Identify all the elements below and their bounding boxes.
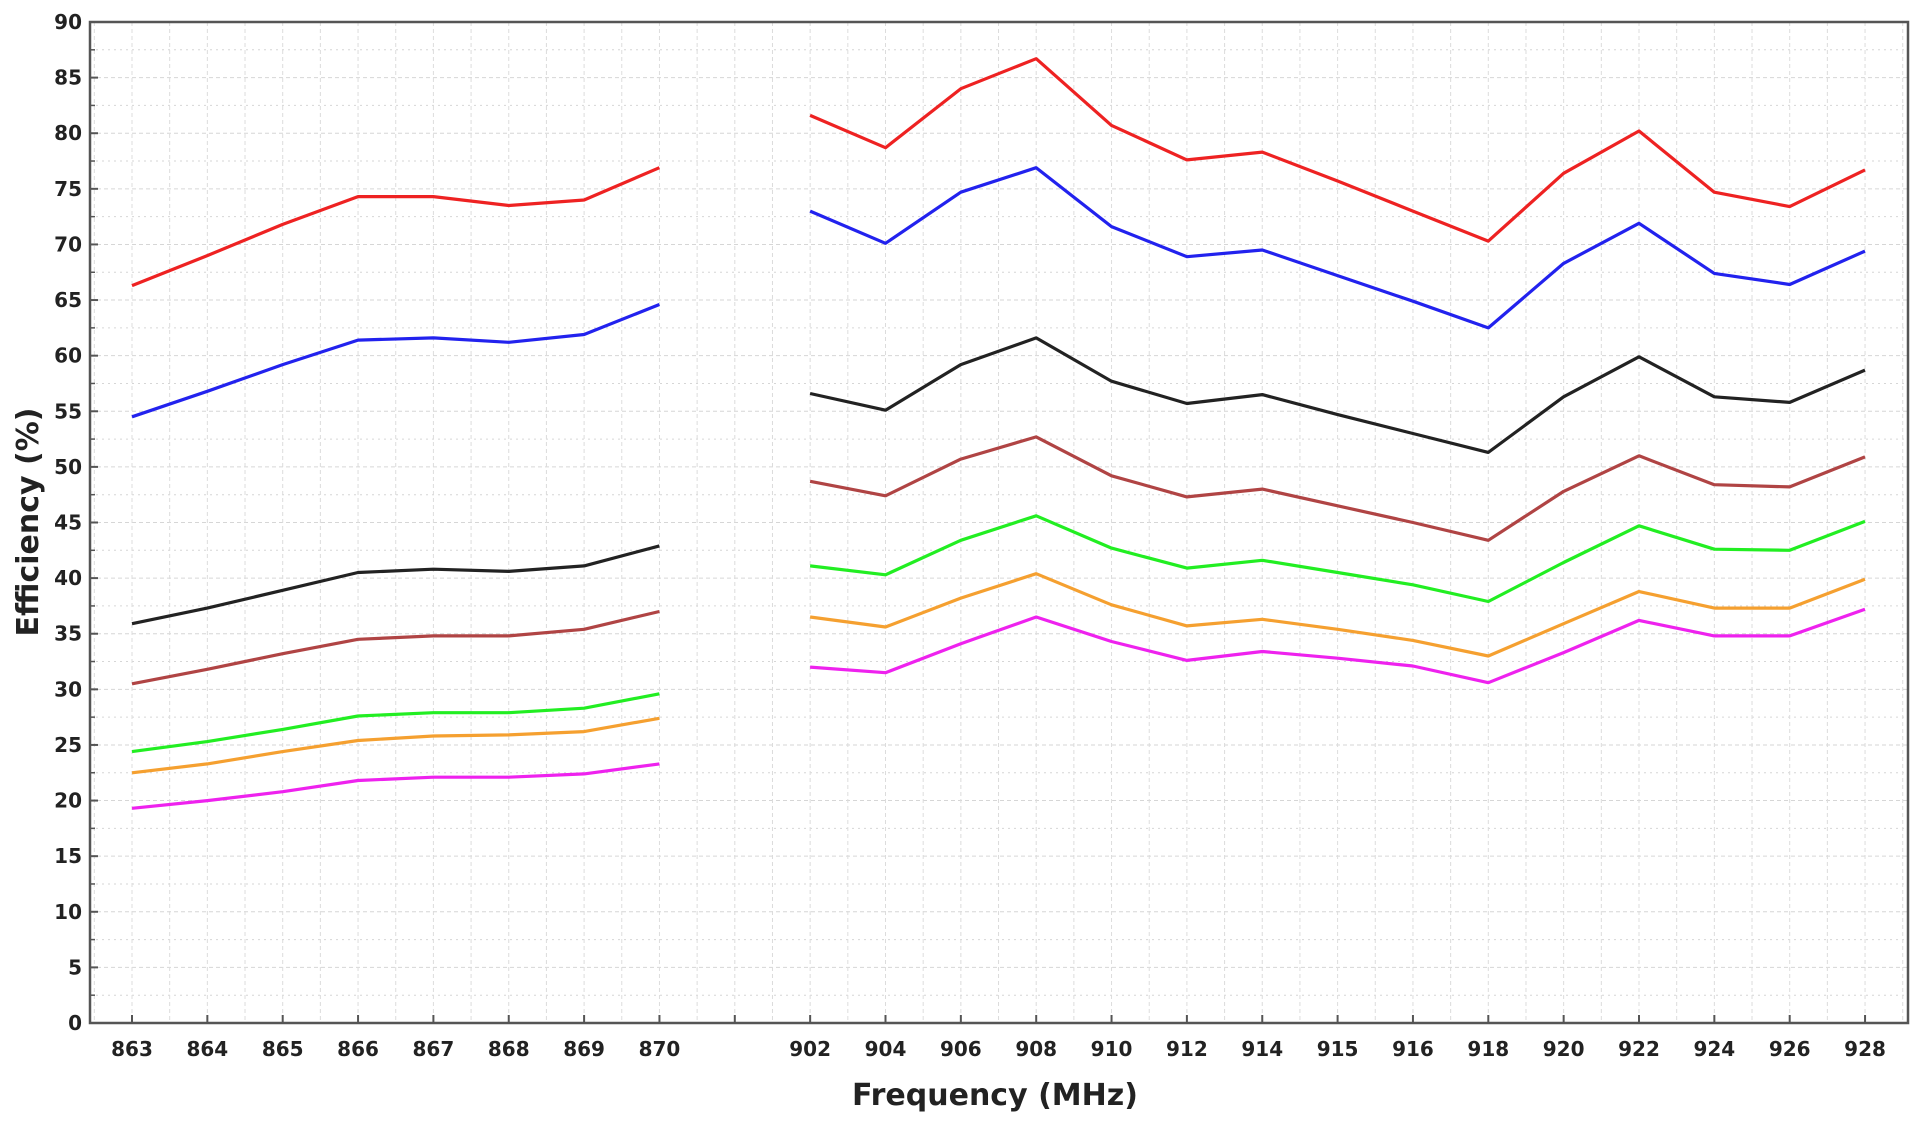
x-tick-label: 922 [1618, 1037, 1660, 1061]
series-line-5-segment-2 [809, 514, 1866, 604]
x-tick-label: 864 [186, 1037, 228, 1061]
x-tick-label: 865 [262, 1037, 304, 1061]
series-line-1-segment-2 [809, 57, 1866, 243]
x-tick-label: 916 [1392, 1037, 1434, 1061]
y-tick-label: 90 [54, 10, 82, 34]
x-tick-label: 906 [940, 1037, 982, 1061]
axis-layer [88, 20, 1910, 1025]
x-tick-label: 867 [413, 1037, 455, 1061]
x-tick-label: 915 [1317, 1037, 1359, 1061]
y-tick-label: 0 [68, 1011, 82, 1035]
series-line-4-segment-2 [809, 435, 1866, 542]
series-line-3-segment-1 [131, 544, 660, 626]
y-tick-label: 10 [54, 900, 82, 924]
series-line-6-segment-1 [131, 716, 660, 775]
x-tick-label: 908 [1015, 1037, 1057, 1061]
series-line-4-segment-1 [131, 609, 660, 686]
y-tick-label: 20 [54, 789, 82, 813]
y-tick-label: 35 [54, 622, 82, 646]
series-line-7-segment-1 [131, 762, 660, 810]
y-tick-label: 15 [54, 844, 82, 868]
series-layer [131, 57, 1866, 810]
x-tick-label: 914 [1241, 1037, 1283, 1061]
y-axis-title: Efficiency (%) [11, 408, 46, 637]
x-tick-label: 870 [639, 1037, 681, 1061]
grid-layer [90, 21, 1908, 1024]
y-tick-label: 40 [54, 566, 82, 590]
x-tick-label: 926 [1769, 1037, 1811, 1061]
x-tick-label: 912 [1166, 1037, 1208, 1061]
y-tick-label: 70 [54, 232, 82, 256]
series-line-7-segment-2 [809, 607, 1866, 685]
x-tick-label: 928 [1844, 1037, 1886, 1061]
x-tick-label: 918 [1467, 1037, 1509, 1061]
series-line-5-segment-1 [131, 692, 660, 754]
y-tick-label: 75 [54, 177, 82, 201]
x-tick-label: 863 [111, 1037, 153, 1061]
y-tick-label: 50 [54, 455, 82, 479]
x-tick-label: 920 [1543, 1037, 1585, 1061]
y-tick-label: 25 [54, 733, 82, 757]
label-layer: 0 5 10 15 20 25 30 35 40 45 50 55 60 65 70 75 80 85 90 863 8… [54, 10, 1886, 1061]
series-line-3-segment-2 [809, 336, 1866, 454]
y-tick-label: 55 [54, 399, 82, 423]
y-tick-label: 45 [54, 511, 82, 535]
x-axis-title: Frequency (MHz) [852, 1078, 1138, 1113]
x-tick-label: 904 [865, 1037, 907, 1061]
x-tick-label: 869 [563, 1037, 605, 1061]
series-line-2-segment-2 [809, 166, 1866, 330]
x-tick-label: 924 [1693, 1037, 1735, 1061]
x-tick-label: 866 [337, 1037, 379, 1061]
y-tick-label: 80 [54, 121, 82, 145]
x-tick-label: 868 [488, 1037, 530, 1061]
y-tick-label: 65 [54, 288, 82, 312]
series-line-1-segment-1 [131, 166, 661, 288]
series-line-2-segment-1 [131, 303, 660, 419]
series-line-6-segment-2 [809, 572, 1866, 658]
x-tick-label: 902 [789, 1037, 831, 1061]
x-tick-label: 910 [1091, 1037, 1133, 1061]
y-tick-label: 85 [54, 66, 82, 90]
y-tick-label: 60 [54, 344, 82, 368]
y-tick-label: 30 [54, 677, 82, 701]
y-tick-label: 5 [68, 955, 82, 979]
